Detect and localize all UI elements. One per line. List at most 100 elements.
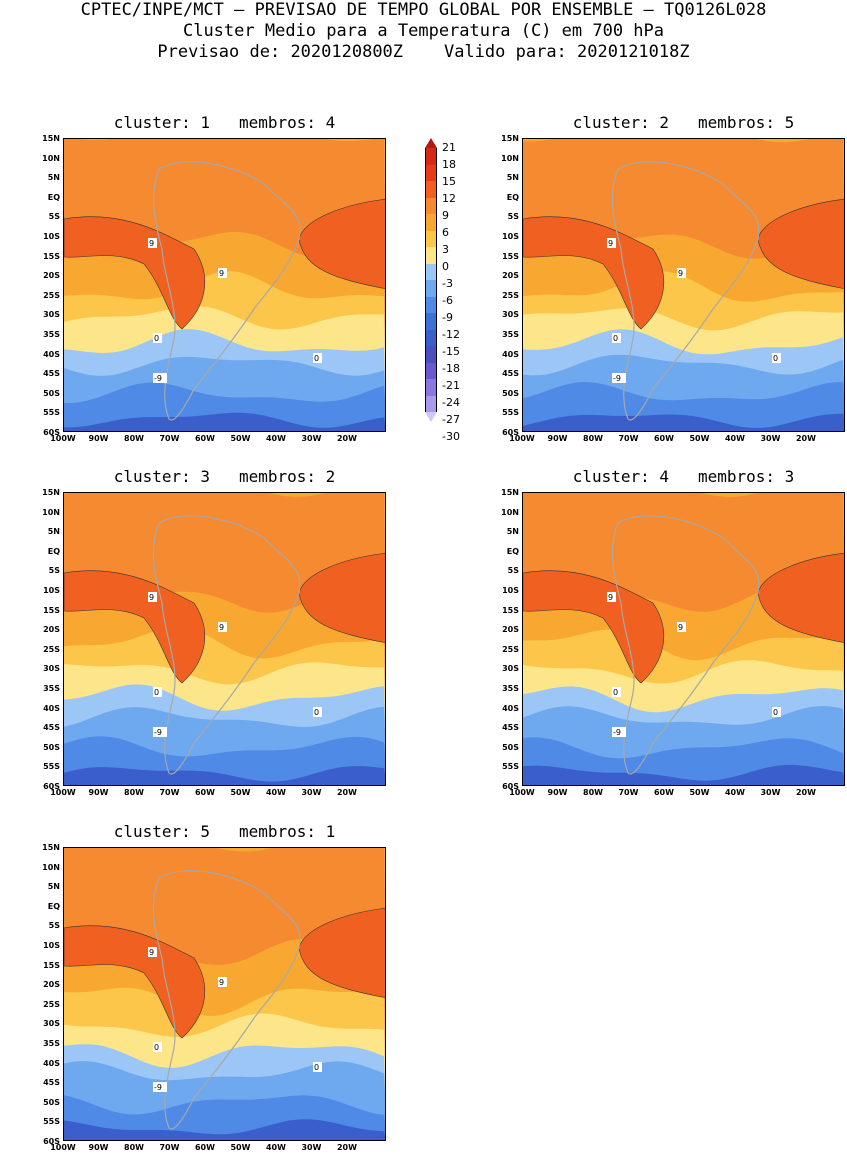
contour-label: 0 — [613, 334, 618, 343]
lat-label: 15N — [42, 843, 60, 852]
colorbar-swatch — [425, 214, 437, 231]
contour-label: -9 — [613, 728, 621, 737]
lon-label: 70W — [159, 1143, 180, 1152]
map-field: 9 9 0 0 -9 — [64, 493, 385, 785]
lat-label: 30S — [43, 310, 60, 320]
contour-label-bg — [313, 1062, 322, 1072]
lat-label: 20S — [43, 980, 60, 990]
lat-label: 30S — [43, 664, 60, 674]
lat-label: 15S — [43, 605, 60, 615]
lon-label: 20W — [336, 1143, 357, 1152]
contour-label: 0 — [154, 1043, 159, 1052]
colorbar-label: -18 — [442, 362, 460, 375]
contour-label-bg — [218, 977, 227, 987]
lat-label: 45S — [43, 1078, 60, 1088]
lon-label: 40W — [724, 434, 745, 443]
colorbar-label: 12 — [442, 192, 456, 205]
contour-label: 9 — [608, 239, 613, 248]
colorbar-swatch — [425, 296, 437, 313]
lon-label: 100W — [50, 434, 76, 443]
header-line-3: Previsao de: 2020120800Z Valido para: 20… — [157, 42, 690, 62]
contour-label: 9 — [149, 948, 154, 957]
contour-label: 0 — [314, 708, 319, 717]
contour-label-bg — [148, 947, 157, 957]
lon-label: 90W — [88, 434, 109, 443]
continent-outline — [611, 161, 760, 421]
colorbar-swatch — [425, 395, 437, 412]
lat-label: 20S — [43, 625, 60, 635]
colorbar-label: 21 — [442, 141, 456, 154]
lat-label: 30S — [43, 1019, 60, 1029]
lat-label: 40S — [502, 703, 519, 713]
warm-tongue — [64, 216, 206, 330]
colorbar-swatch — [425, 280, 437, 297]
contour-label: 0 — [154, 334, 159, 343]
lat-label: 25S — [43, 290, 60, 300]
contour-label: 0 — [314, 354, 319, 363]
lat-label: EQ — [506, 546, 519, 556]
lon-label: 70W — [159, 788, 180, 797]
lat-label: EQ — [47, 546, 60, 556]
warm-tongue — [64, 570, 206, 684]
continent-outline — [611, 515, 760, 775]
lat-label: 10N — [42, 153, 60, 163]
lon-label: 20W — [795, 788, 816, 797]
lon-label: 100W — [50, 788, 76, 797]
contour-label-bg — [153, 727, 167, 737]
lat-label: 40S — [43, 349, 60, 359]
contour-label-bg — [148, 238, 157, 248]
colorbar-label: -3 — [442, 277, 453, 290]
lat-label: 10N — [42, 507, 60, 517]
lat-label: 35S — [502, 684, 519, 693]
lat-label: 35S — [502, 330, 519, 339]
lat-label: 25S — [43, 644, 60, 654]
contour-label-bg — [607, 238, 616, 248]
colorbar-label: -21 — [442, 379, 460, 392]
contour-label-bg — [612, 333, 621, 343]
map-field: 9 9 0 0 -9 — [64, 139, 385, 431]
colorbar-label: 0 — [442, 260, 449, 273]
lon-label: 50W — [230, 788, 251, 797]
temperature-band — [64, 412, 385, 431]
lat-label: 60S — [502, 428, 519, 437]
lat-label: 15N — [501, 488, 519, 497]
lat-label: 5S — [507, 212, 519, 222]
contour-label: 0 — [154, 688, 159, 697]
lat-label: 35S — [43, 1039, 60, 1048]
panel-title: cluster: 1 membros: 4 — [113, 113, 336, 132]
warm-tongue — [523, 216, 665, 330]
lat-label: 50S — [43, 388, 60, 398]
lat-label: 5S — [48, 921, 60, 931]
contour-label-bg — [153, 1042, 162, 1052]
lat-label: 30S — [502, 310, 519, 320]
lat-label: 40S — [43, 703, 60, 713]
temperature-map: 9 9 0 0 -9 — [63, 138, 386, 432]
lat-label: 5S — [48, 212, 60, 222]
lat-label: 45S — [43, 723, 60, 733]
lat-label: 30S — [502, 664, 519, 674]
lat-label: 10S — [502, 586, 519, 595]
contour-label-bg — [153, 333, 162, 343]
colorbar-swatch — [425, 230, 437, 247]
lon-label: 70W — [159, 434, 180, 443]
lon-label: 100W — [50, 1143, 76, 1152]
lat-label: 15S — [502, 605, 519, 615]
lon-label: 30W — [760, 434, 781, 443]
lat-label: 5N — [506, 173, 519, 183]
lat-label: 10S — [502, 232, 519, 241]
colorbar-swatch — [425, 263, 437, 280]
contour-label-bg — [612, 373, 626, 383]
lon-label: 100W — [509, 788, 535, 797]
lat-label: 55S — [502, 408, 519, 418]
lon-label: 20W — [795, 434, 816, 443]
lat-label: 15S — [502, 251, 519, 261]
lat-label: 25S — [502, 290, 519, 300]
lat-label: 5N — [47, 882, 60, 892]
lat-label: EQ — [47, 901, 60, 911]
lon-label: 70W — [618, 788, 639, 797]
lon-label: 40W — [724, 788, 745, 797]
colorbar-label: -27 — [442, 413, 460, 426]
lat-label: 20S — [502, 271, 519, 281]
lat-label: 50S — [43, 1097, 60, 1107]
colorbar-label: 6 — [442, 226, 449, 239]
